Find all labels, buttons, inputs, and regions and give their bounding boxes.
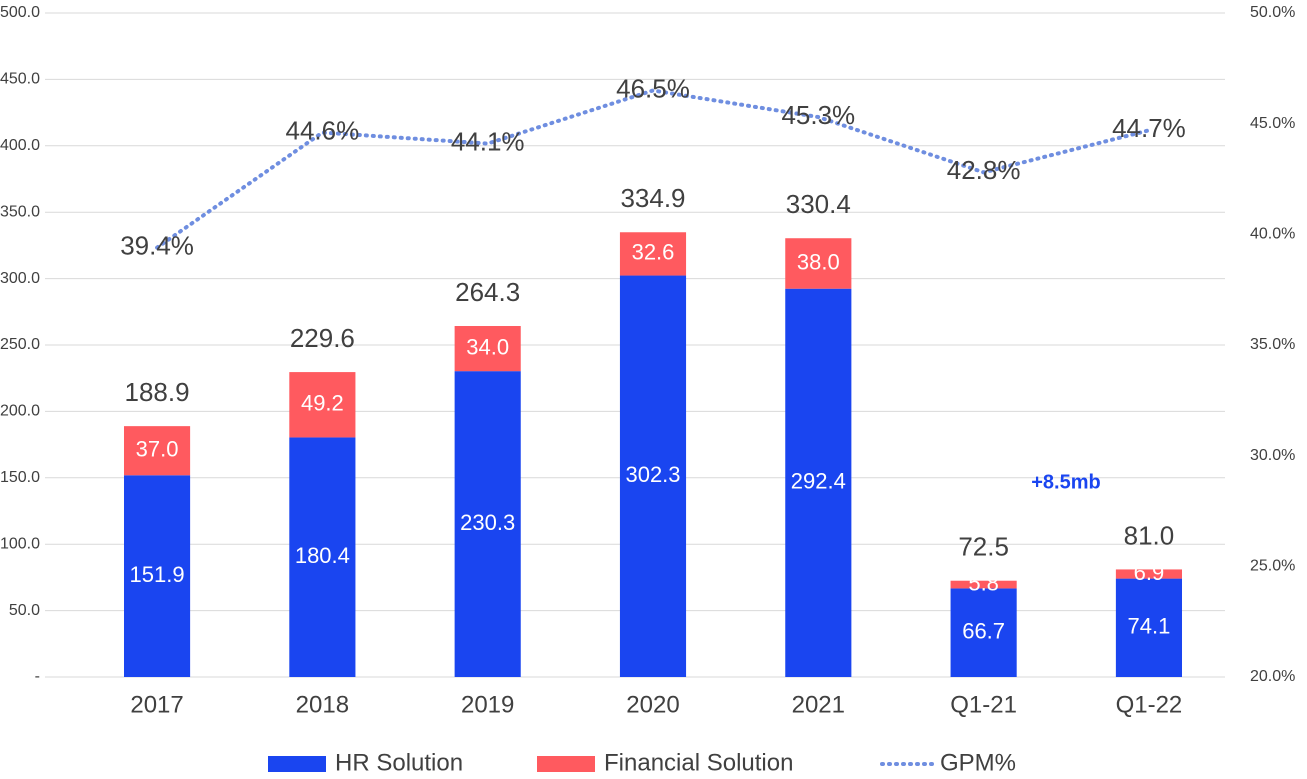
bar-value-label: 34.0 bbox=[466, 334, 509, 359]
total-label: 72.5 bbox=[958, 532, 1009, 562]
x-tick-label: 2019 bbox=[461, 691, 514, 718]
bar-value-label: 49.2 bbox=[301, 391, 344, 416]
bar-segment bbox=[950, 580, 1017, 589]
line-value-label: 44.7% bbox=[1112, 113, 1186, 143]
y2-tick-label: 50.0% bbox=[1250, 4, 1295, 21]
legend-label: HR Solution bbox=[335, 749, 463, 776]
x-tick-label: 2018 bbox=[296, 691, 349, 718]
y-tick-label: 50.0 bbox=[9, 602, 40, 619]
bar-segment bbox=[1115, 569, 1183, 579]
total-label: 264.3 bbox=[455, 277, 520, 307]
legend-label: Financial Solution bbox=[604, 749, 793, 776]
y2-tick-label: 35.0% bbox=[1250, 336, 1295, 353]
bar-value-label: 37.0 bbox=[136, 437, 179, 462]
bar-segment bbox=[289, 437, 356, 677]
y-tick-label: - bbox=[35, 668, 40, 685]
bar-value-label: 302.3 bbox=[625, 462, 680, 487]
y-tick-label: 350.0 bbox=[0, 203, 40, 220]
legend-swatch bbox=[268, 756, 326, 772]
line-value-label: 45.3% bbox=[781, 100, 855, 130]
x-tick-label: 2021 bbox=[792, 691, 845, 718]
bar-segment bbox=[1115, 578, 1183, 677]
annotation: +8.5mb bbox=[1031, 471, 1100, 493]
y-tick-label: 500.0 bbox=[0, 4, 40, 21]
bar-segment bbox=[619, 232, 687, 276]
bar-value-label: 151.9 bbox=[130, 562, 185, 587]
line-series bbox=[155, 88, 1151, 250]
bar-segment bbox=[619, 275, 687, 677]
x-tick-label: Q1-21 bbox=[950, 691, 1017, 718]
bar-value-label: 66.7 bbox=[962, 619, 1005, 644]
y-tick-label: 250.0 bbox=[0, 336, 40, 353]
bar-segment bbox=[289, 372, 356, 438]
legend-swatch bbox=[537, 756, 595, 772]
y-tick-label: 100.0 bbox=[0, 535, 40, 552]
y-tick-label: 400.0 bbox=[0, 137, 40, 154]
y-tick-label: 150.0 bbox=[0, 469, 40, 486]
total-label: 81.0 bbox=[1124, 520, 1175, 550]
line-value-label: 44.1% bbox=[451, 126, 525, 156]
y2-tick-label: 45.0% bbox=[1250, 115, 1295, 132]
bar-segment bbox=[123, 475, 191, 677]
y-tick-label: 300.0 bbox=[0, 270, 40, 287]
bar-value-label: 32.6 bbox=[632, 240, 675, 265]
legend-label: GPM% bbox=[940, 749, 1016, 776]
bar-segment bbox=[785, 238, 852, 289]
bar-segment bbox=[785, 288, 852, 677]
total-label: 330.4 bbox=[786, 189, 851, 219]
x-tick-label: 2020 bbox=[626, 691, 679, 718]
bar-segment bbox=[950, 588, 1017, 677]
total-label: 334.9 bbox=[620, 183, 685, 213]
total-label: 229.6 bbox=[290, 323, 355, 353]
y2-tick-label: 40.0% bbox=[1250, 226, 1295, 243]
bar-value-label: 74.1 bbox=[1128, 614, 1171, 639]
x-tick-label: Q1-22 bbox=[1116, 691, 1183, 718]
y2-tick-label: 25.0% bbox=[1250, 558, 1295, 575]
y-tick-label: 450.0 bbox=[0, 71, 40, 88]
total-label: 188.9 bbox=[125, 377, 190, 407]
bar-segment bbox=[454, 371, 521, 677]
x-tick-label: 2017 bbox=[130, 691, 183, 718]
y2-tick-label: 30.0% bbox=[1250, 447, 1295, 464]
bar-segment bbox=[123, 426, 191, 476]
bar-segment bbox=[454, 326, 521, 372]
line-value-label: 44.6% bbox=[286, 115, 360, 145]
line-value-label: 42.8% bbox=[947, 155, 1021, 185]
bar-value-label: 5.8 bbox=[968, 570, 999, 595]
bar-value-label: 6.9 bbox=[1134, 560, 1165, 585]
bar-value-label: 180.4 bbox=[295, 543, 350, 568]
bar-value-label: 292.4 bbox=[791, 469, 846, 494]
y-tick-label: 200.0 bbox=[0, 403, 40, 420]
bar-value-label: 230.3 bbox=[460, 510, 515, 535]
y2-tick-label: 20.0% bbox=[1250, 668, 1295, 685]
line-value-label: 46.5% bbox=[616, 73, 690, 103]
line-value-label: 39.4% bbox=[120, 230, 194, 260]
bar-value-label: 38.0 bbox=[797, 249, 840, 274]
